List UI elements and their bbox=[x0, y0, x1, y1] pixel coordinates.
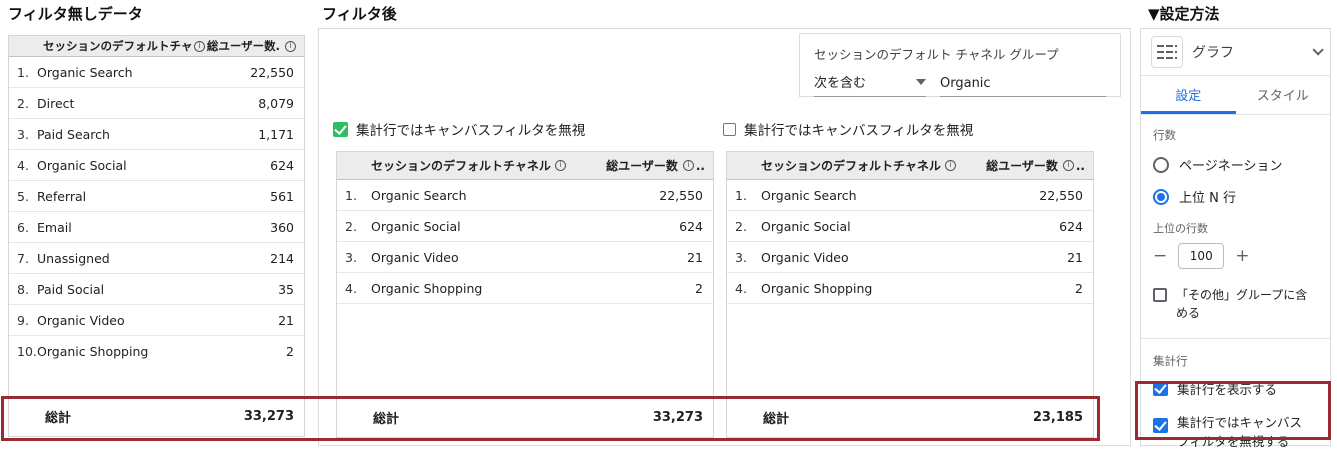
radio-top-n-rows[interactable]: 上位 N 行 bbox=[1153, 187, 1318, 206]
filter-operator-dropdown[interactable]: 次を含む bbox=[814, 72, 926, 97]
info-icon[interactable] bbox=[682, 160, 694, 171]
table-row: 2. Direct 8,079 bbox=[9, 88, 304, 119]
metric-column-header: 総ユーザー数. bbox=[191, 38, 304, 54]
settings-panel: グラフ 設定 スタイル 行数 ページネーション 上位 N 行 上位の行数 − 1… bbox=[1140, 28, 1331, 449]
checkbox-checked-icon[interactable] bbox=[333, 121, 348, 137]
table-row: 5. Referral 561 bbox=[9, 181, 304, 212]
show-summary-checkbox-row[interactable]: 集計行を表示する bbox=[1153, 381, 1318, 400]
unfiltered-section-title: フィルタ無しデータ bbox=[8, 5, 143, 23]
ignore-canvas-filter-checkbox-row[interactable]: 集計行ではキャンバス フィルタを無視する bbox=[1153, 414, 1318, 451]
other-group-checkbox-row[interactable]: 「その他」グループに含める bbox=[1153, 286, 1318, 322]
total-row: 総計 33,273 bbox=[337, 397, 713, 437]
table-row: 2. Organic Social 624 bbox=[337, 211, 713, 242]
dimension-column-header: セッションのデフォルトチャネル bbox=[761, 159, 941, 173]
filter-control: セッションのデフォルト チャネル グループ 次を含む Organic bbox=[799, 33, 1121, 97]
filter-value-input[interactable]: Organic bbox=[940, 76, 1106, 97]
ignore-filter-checkbox-row-right[interactable]: 集計行ではキャンバスフィルタを無視 bbox=[723, 119, 973, 139]
table-row: 3. Organic Video 21 bbox=[337, 242, 713, 273]
minus-button[interactable]: − bbox=[1153, 245, 1168, 266]
checkbox-unchecked-icon[interactable] bbox=[723, 122, 736, 136]
ignore-filter-checkbox-row-left[interactable]: 集計行ではキャンバスフィルタを無視 bbox=[333, 119, 585, 139]
radio-pagination[interactable]: ページネーション bbox=[1153, 155, 1318, 174]
table-row: 7. Unassigned 214 bbox=[9, 243, 304, 274]
total-row: 総計 33,273 bbox=[9, 396, 304, 436]
filtered-table-ignore-on: セッションのデフォルトチャネル 総ユーザー数 .. 1.Organic Sear… bbox=[336, 151, 714, 438]
summary-section-label: 集計行 bbox=[1153, 354, 1188, 368]
filtered-table-ignore-off: セッションのデフォルトチャネル 総ユーザー数 .. 1.Organic Sear… bbox=[726, 151, 1094, 438]
table-row: 4. Organic Social 624 bbox=[9, 150, 304, 181]
info-icon[interactable] bbox=[554, 160, 566, 171]
chart-type-selector[interactable]: グラフ bbox=[1141, 29, 1330, 76]
radio-label: 上位 N 行 bbox=[1179, 191, 1236, 206]
table-empty-space bbox=[337, 304, 713, 397]
chevron-down-icon bbox=[1312, 44, 1324, 56]
info-icon[interactable] bbox=[1062, 160, 1074, 171]
settings-section-title: ▼設定方法 bbox=[1148, 5, 1220, 23]
top-rows-label: 上位の行数 bbox=[1153, 222, 1208, 235]
table-row: 9. Organic Video 21 bbox=[9, 305, 304, 336]
section-divider bbox=[1141, 338, 1330, 339]
table-header: セッションのデフォルトチャネル 総ユーザー数 .. bbox=[337, 152, 713, 180]
metric-column-header: 総ユーザー数 .. bbox=[986, 157, 1093, 174]
tab-settings[interactable]: 設定 bbox=[1141, 76, 1236, 114]
info-icon[interactable] bbox=[285, 40, 296, 52]
table-row: 8. Paid Social 35 bbox=[9, 274, 304, 305]
table-row: 2. Organic Social 624 bbox=[727, 211, 1093, 242]
metric-column-header: 総ユーザー数 .. bbox=[606, 157, 713, 174]
table-empty-space bbox=[727, 304, 1093, 397]
table-row: 10. Organic Shopping 2 bbox=[17, 344, 294, 359]
top-rows-input[interactable]: 100 bbox=[1178, 243, 1225, 269]
dimension-column-header: セッションのデフォルトチャネル bbox=[371, 159, 551, 173]
table-row: 4. Organic Shopping 2 bbox=[727, 273, 1093, 304]
info-icon[interactable] bbox=[944, 160, 956, 171]
total-row: 総計 23,185 bbox=[727, 397, 1093, 437]
unfiltered-table: セッションのデフォルトチャネ... 総ユーザー数. 1.Organic Sear… bbox=[8, 35, 305, 437]
checkbox-label: 集計行ではキャンバスフィルタを無視 bbox=[744, 123, 974, 139]
table-header: セッションのデフォルトチャネル 総ユーザー数 .. bbox=[727, 152, 1093, 180]
checkbox-checked-icon[interactable] bbox=[1153, 417, 1168, 433]
checkbox-checked-icon[interactable] bbox=[1153, 381, 1168, 396]
radio-unselected-icon[interactable] bbox=[1153, 156, 1169, 173]
dropdown-arrow-icon bbox=[916, 78, 926, 85]
chart-type-label: グラフ bbox=[1192, 45, 1234, 61]
filtered-section-title: フィルタ後 bbox=[322, 5, 397, 23]
tab-style[interactable]: スタイル bbox=[1256, 89, 1309, 104]
table-row: 1. Organic Search 22,550 bbox=[337, 180, 713, 211]
panel-tabs: 設定 スタイル bbox=[1141, 76, 1330, 115]
table-header: セッションのデフォルトチャネ... 総ユーザー数. bbox=[9, 36, 304, 57]
dimension-column-header: セッションのデフォルトチャネ... bbox=[43, 39, 191, 53]
table-row: 3. Organic Video 21 bbox=[727, 242, 1093, 273]
filter-field-label: セッションのデフォルト チャネル グループ bbox=[814, 47, 1059, 62]
checkbox-label: 集計行ではキャンバスフィルタを無視 bbox=[356, 123, 586, 139]
table-row: 6. Email 360 bbox=[9, 212, 304, 243]
table-row: 1. Organic Search 22,550 bbox=[727, 180, 1093, 211]
checkbox-label: 「その他」グループに含める bbox=[1176, 288, 1308, 320]
table-row: 4. Organic Shopping 2 bbox=[337, 273, 713, 304]
radio-label: ページネーション bbox=[1179, 159, 1283, 174]
plus-button[interactable]: + bbox=[1235, 245, 1250, 266]
table-chart-icon bbox=[1151, 36, 1183, 68]
info-icon[interactable] bbox=[193, 40, 205, 52]
top-rows-stepper: − 100 + bbox=[1153, 243, 1318, 269]
checkbox-unchecked-icon[interactable] bbox=[1153, 288, 1167, 302]
checkbox-label: 集計行を表示する bbox=[1177, 382, 1278, 397]
table-row: 3. Paid Search 1,171 bbox=[9, 119, 304, 150]
rows-section-label: 行数 bbox=[1153, 128, 1176, 142]
table-row: 1. Organic Search 22,550 bbox=[9, 57, 304, 88]
table-empty-space bbox=[9, 367, 304, 396]
checkbox-label: 集計行ではキャンバス フィルタを無視する bbox=[1177, 414, 1303, 449]
report-canvas: セッションのデフォルト チャネル グループ 次を含む Organic 集計行では… bbox=[318, 28, 1131, 446]
radio-selected-icon[interactable] bbox=[1153, 188, 1169, 205]
